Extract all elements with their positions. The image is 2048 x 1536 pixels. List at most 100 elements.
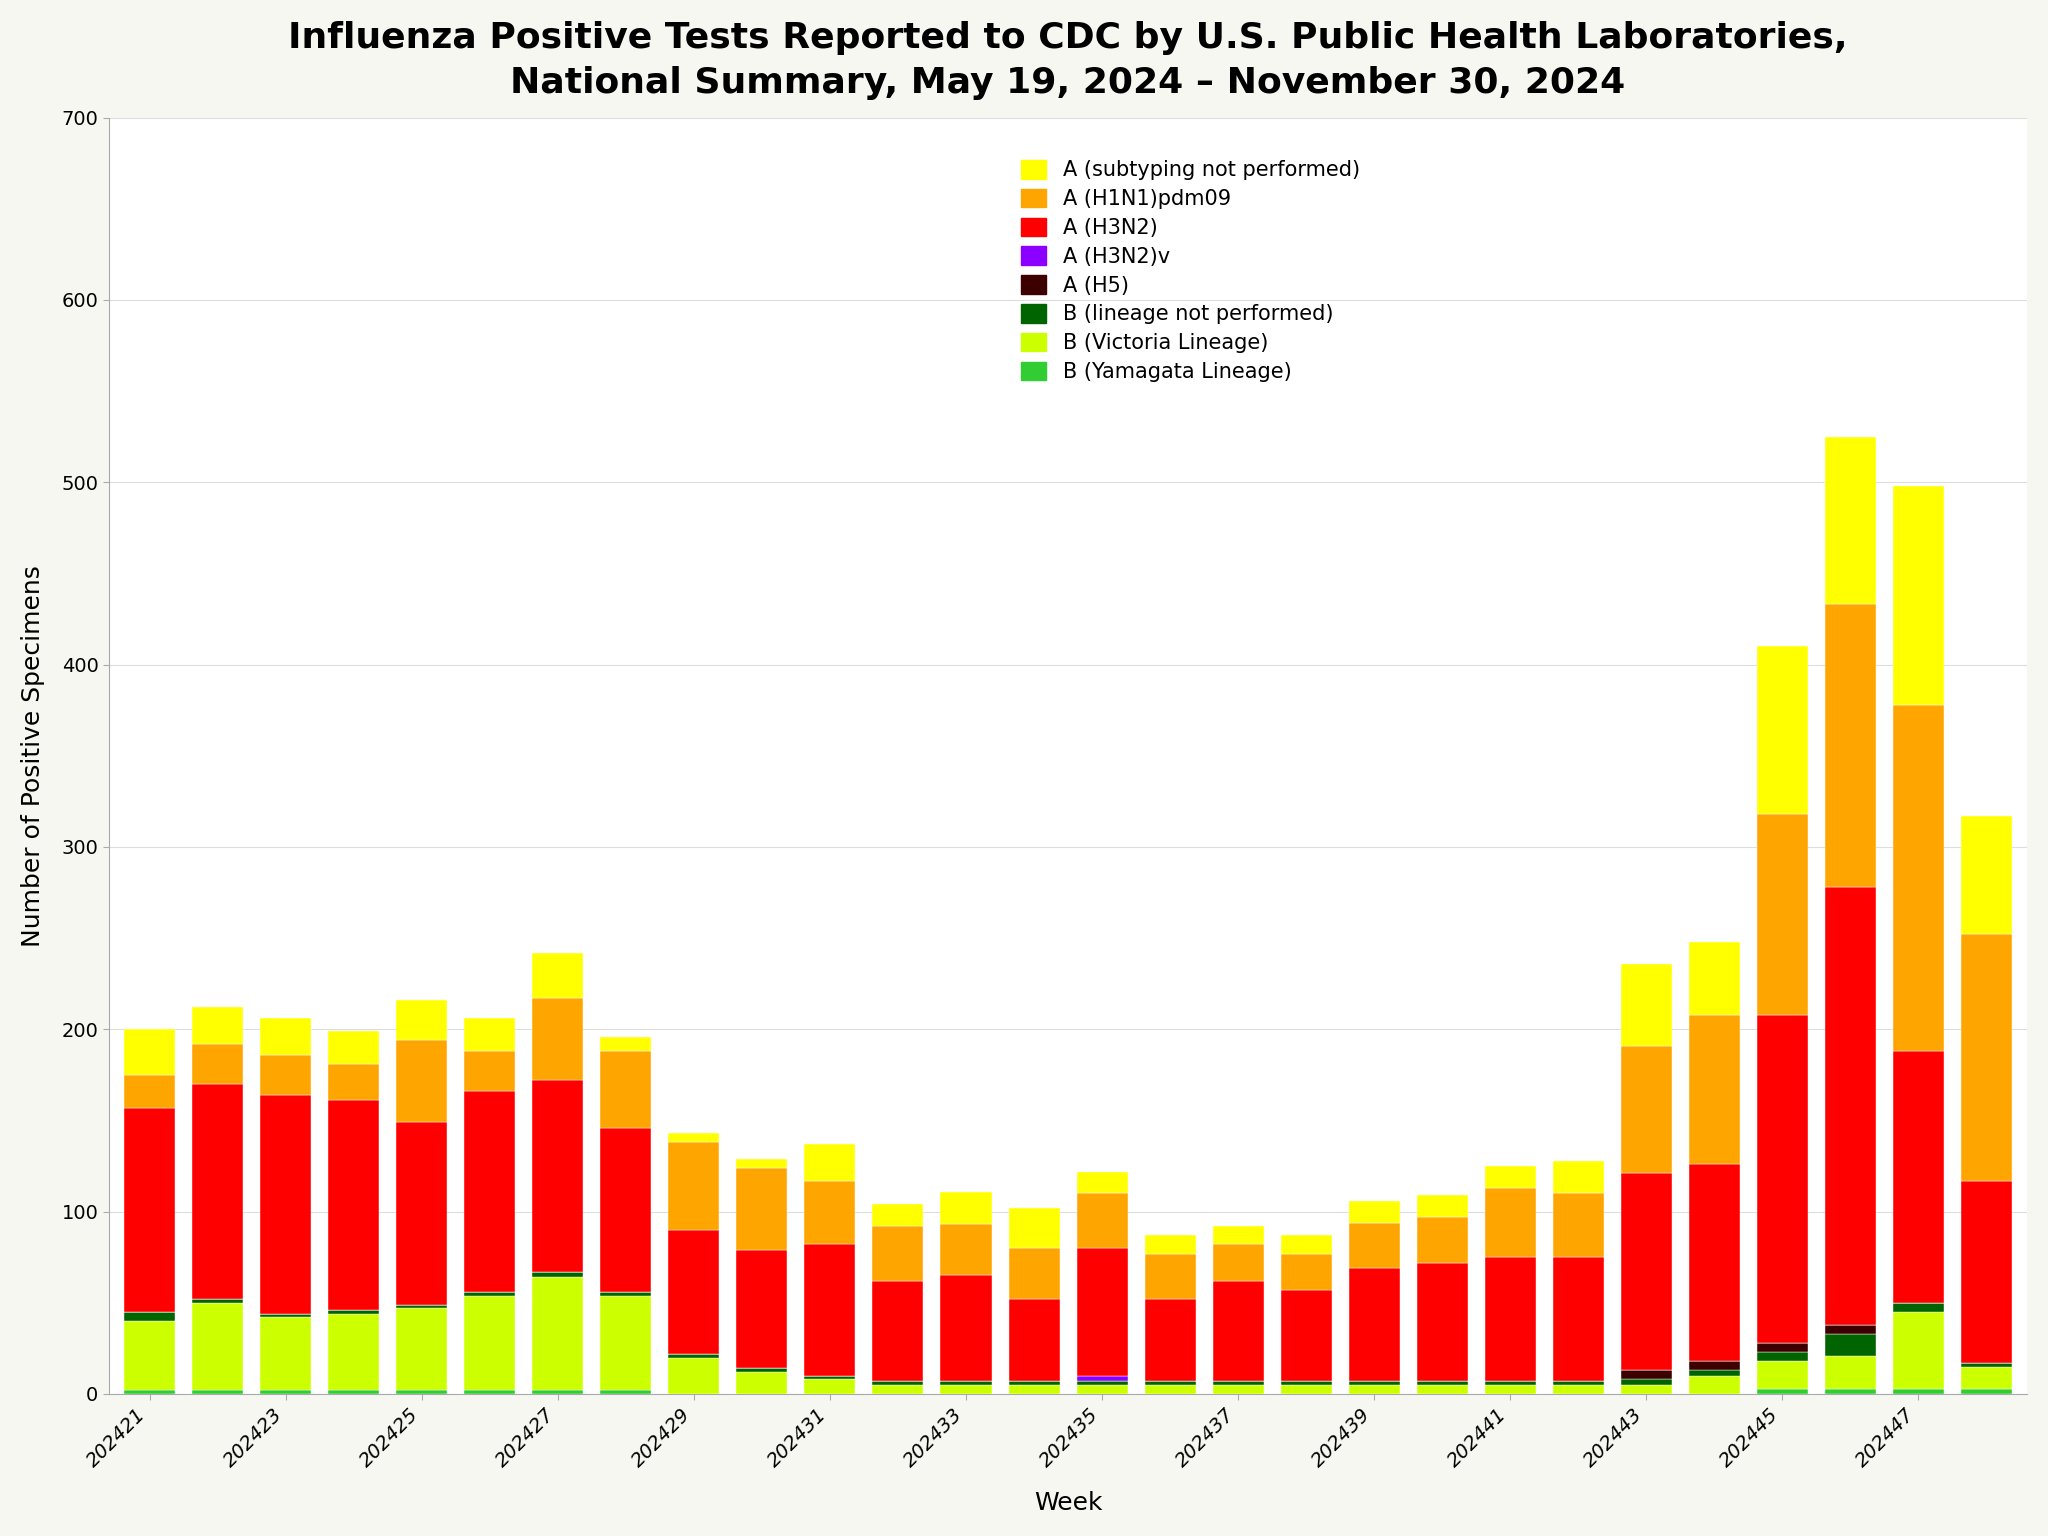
Bar [1077, 1172, 1128, 1193]
Bar [1757, 814, 1808, 1015]
Bar [1485, 1258, 1536, 1381]
Bar [1145, 1299, 1196, 1381]
Bar [940, 1385, 991, 1395]
Bar [1552, 1258, 1604, 1381]
Legend: A (subtyping not performed), A (H1N1)pdm09, A (H3N2), A (H3N2)v, A (H5), B (line: A (subtyping not performed), A (H1N1)pdm… [1020, 160, 1360, 382]
Bar [1825, 1356, 1876, 1389]
Bar [1757, 1361, 1808, 1389]
Bar [600, 1390, 651, 1395]
Bar [805, 1244, 856, 1376]
Bar [1008, 1207, 1059, 1249]
Bar [1212, 1381, 1264, 1385]
Bar [125, 1312, 176, 1321]
Bar [1690, 1361, 1739, 1370]
Bar [1825, 436, 1876, 605]
Bar [805, 1379, 856, 1395]
Bar [1077, 1193, 1128, 1249]
Bar [125, 1107, 176, 1312]
Bar [872, 1385, 924, 1395]
Bar [1960, 1362, 2011, 1367]
Bar [1620, 1379, 1671, 1385]
Bar [1825, 1333, 1876, 1356]
Bar [737, 1158, 786, 1167]
Bar [1077, 1376, 1128, 1381]
Bar [1757, 647, 1808, 814]
Bar [328, 1310, 379, 1313]
Bar [1960, 1389, 2011, 1395]
Bar [668, 1358, 719, 1395]
Bar [1008, 1249, 1059, 1299]
Bar [1892, 1389, 1944, 1395]
Bar [193, 1303, 244, 1390]
Bar [600, 1127, 651, 1292]
Bar [1077, 1385, 1128, 1395]
Bar [1280, 1381, 1331, 1385]
Bar [940, 1224, 991, 1275]
Bar [1350, 1223, 1399, 1269]
Bar [1757, 1389, 1808, 1395]
Bar [1825, 888, 1876, 1324]
Y-axis label: Number of Positive Specimens: Number of Positive Specimens [20, 565, 45, 946]
Bar [1350, 1385, 1399, 1395]
Bar [532, 952, 584, 998]
Bar [1350, 1201, 1399, 1223]
Bar [940, 1275, 991, 1381]
Bar [1690, 1015, 1739, 1164]
Title: Influenza Positive Tests Reported to CDC by U.S. Public Health Laboratories,
Nat: Influenza Positive Tests Reported to CDC… [289, 22, 1847, 100]
Bar [1892, 485, 1944, 705]
Bar [668, 1143, 719, 1230]
Bar [532, 998, 584, 1080]
Bar [397, 1040, 446, 1123]
Bar [397, 1123, 446, 1304]
Bar [1960, 934, 2011, 1181]
Bar [260, 1318, 311, 1390]
Bar [465, 1091, 516, 1292]
Bar [1620, 1174, 1671, 1370]
Bar [1417, 1195, 1468, 1217]
Bar [1008, 1299, 1059, 1381]
Bar [397, 1000, 446, 1040]
Bar [668, 1134, 719, 1143]
Bar [600, 1292, 651, 1295]
Bar [737, 1167, 786, 1250]
Bar [397, 1309, 446, 1390]
Bar [1077, 1249, 1128, 1376]
Bar [1145, 1235, 1196, 1253]
Bar [1008, 1381, 1059, 1385]
Bar [1757, 1015, 1808, 1342]
Bar [737, 1250, 786, 1369]
Bar [1757, 1352, 1808, 1361]
Bar [1690, 1376, 1739, 1395]
Bar [1280, 1385, 1331, 1395]
Bar [328, 1313, 379, 1390]
Bar [328, 1064, 379, 1100]
Bar [1552, 1381, 1604, 1385]
Bar [260, 1095, 311, 1313]
Bar [1620, 1385, 1671, 1395]
Bar [328, 1031, 379, 1064]
Bar [1212, 1385, 1264, 1395]
Bar [1892, 1303, 1944, 1312]
Bar [1892, 1051, 1944, 1303]
Bar [1145, 1381, 1196, 1385]
Bar [737, 1369, 786, 1372]
Bar [532, 1278, 584, 1390]
Bar [125, 1321, 176, 1390]
Bar [1008, 1385, 1059, 1395]
Bar [1212, 1226, 1264, 1244]
Bar [193, 1044, 244, 1084]
Bar [872, 1281, 924, 1381]
Bar [1690, 1164, 1739, 1361]
X-axis label: Week: Week [1034, 1491, 1102, 1514]
Bar [1620, 963, 1671, 1046]
Bar [1417, 1263, 1468, 1381]
Bar [1485, 1187, 1536, 1258]
Bar [1825, 605, 1876, 888]
Bar [1552, 1193, 1604, 1258]
Bar [397, 1390, 446, 1395]
Bar [737, 1372, 786, 1395]
Bar [668, 1353, 719, 1358]
Bar [1145, 1385, 1196, 1395]
Bar [125, 1390, 176, 1395]
Bar [1077, 1381, 1128, 1385]
